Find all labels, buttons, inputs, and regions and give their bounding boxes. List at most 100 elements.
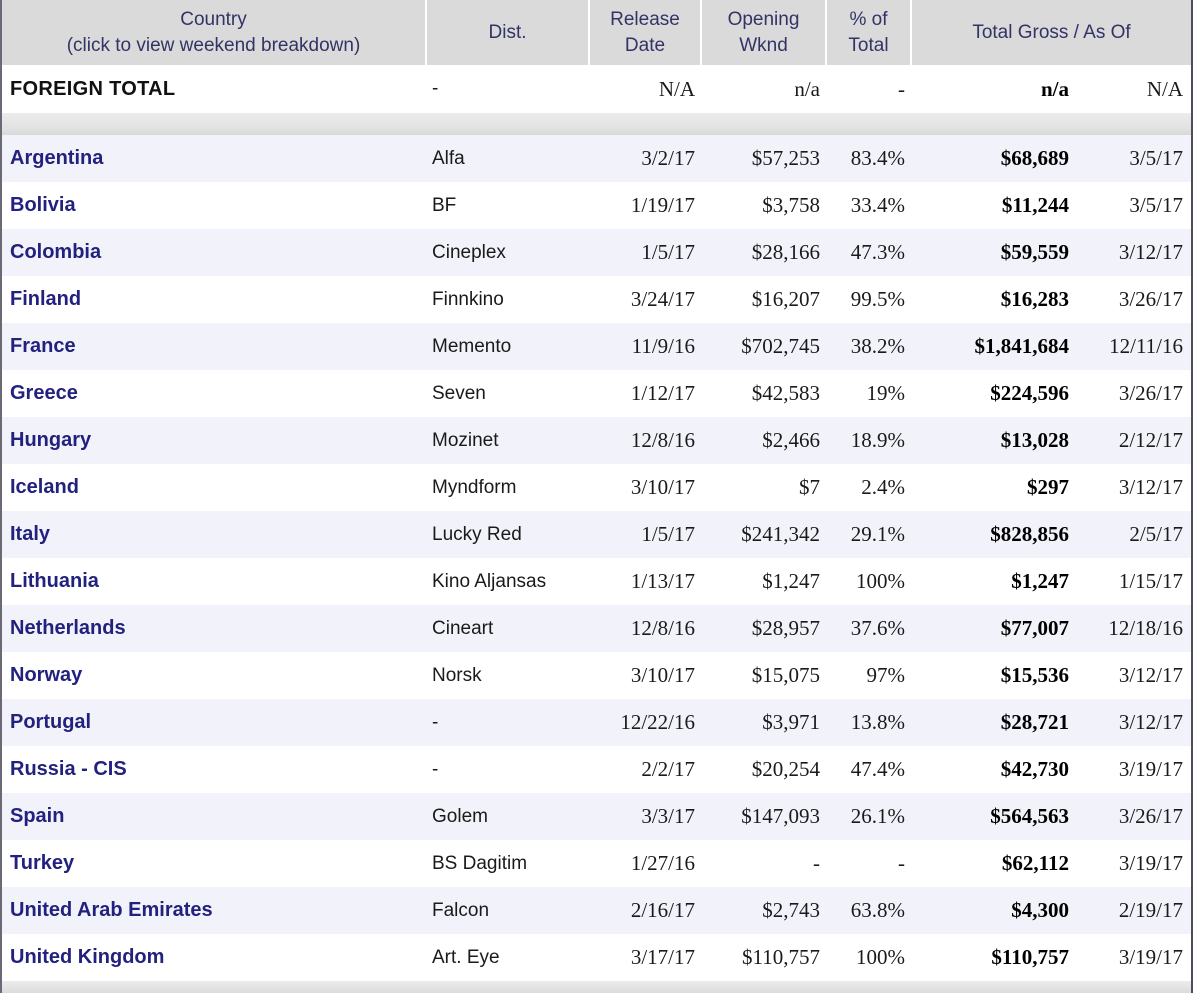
foreign-total-row: FOREIGN TOTAL - N/A n/a - n/a N/A [1,65,1193,114]
total-gross-cell: $224,596 [911,370,1079,418]
country-link[interactable]: Colombia [1,229,426,277]
opening-wknd-cell: $2,466 [701,417,826,465]
distributor-cell: Finnkino [426,276,589,324]
total-gross-cell: $4,300 [911,887,1079,935]
pct-of-total-cell: 18.9% [826,417,911,465]
column-header-total-gross-as-of: Total Gross / As Of [909,0,1193,66]
release-date-cell: 11/9/16 [589,323,701,371]
country-link[interactable]: Argentina [1,135,426,183]
column-header-dist: Dist. [425,0,589,66]
pct-of-total-cell: 37.6% [826,605,911,653]
release-date-cell: 3/17/17 [589,934,701,982]
pct-of-total-cell: 97% [826,652,911,700]
table-row: Portugal - 12/22/16 $3,971 13.8% $28,721… [1,699,1193,747]
total-gross-cell: $13,028 [911,417,1079,465]
as-of-date-cell: 3/19/17 [1079,840,1193,888]
country-link[interactable]: Finland [1,276,426,324]
spacer-band [1,113,1193,136]
total-gross-cell: $68,689 [911,135,1079,183]
foreign-total-dist: - [426,65,589,114]
release-date-cell: 2/16/17 [589,887,701,935]
country-rows: Argentina Alfa 3/2/17 $57,253 83.4% $68,… [1,135,1193,982]
country-link[interactable]: Greece [1,370,426,418]
opening-wknd-cell: $3,971 [701,699,826,747]
total-gross-cell: $297 [911,464,1079,512]
release-date-cell: 1/19/17 [589,182,701,230]
foreign-total-release-date: N/A [589,65,701,114]
foreign-total-pct: - [826,65,911,114]
opening-wknd-cell: $28,957 [701,605,826,653]
opening-wknd-cell: $3,758 [701,182,826,230]
as-of-date-cell: 2/12/17 [1079,417,1193,465]
country-link[interactable]: Turkey [1,840,426,888]
as-of-date-cell: 3/19/17 [1079,934,1193,982]
total-gross-cell: $11,244 [911,182,1079,230]
pct-header-line2: Total [848,34,889,56]
country-link[interactable]: Hungary [1,417,426,465]
country-link[interactable]: Iceland [1,464,426,512]
release-date-cell: 3/2/17 [589,135,701,183]
table-row: Spain Golem 3/3/17 $147,093 26.1% $564,5… [1,793,1193,841]
country-link[interactable]: Portugal [1,699,426,747]
release-date-cell: 3/10/17 [589,464,701,512]
table-row: Norway Norsk 3/10/17 $15,075 97% $15,536… [1,652,1193,700]
country-link[interactable]: Italy [1,511,426,559]
country-link[interactable]: France [1,323,426,371]
table-row: Bolivia BF 1/19/17 $3,758 33.4% $11,244 … [1,182,1193,230]
as-of-date-cell: 3/5/17 [1079,182,1193,230]
opening-wknd-cell: $42,583 [701,370,826,418]
as-of-date-cell: 3/5/17 [1079,135,1193,183]
opening-wknd-cell: $2,743 [701,887,826,935]
pct-of-total-cell: 100% [826,558,911,606]
foreign-total-as-of: N/A [1079,65,1193,114]
foreign-total-section: FOREIGN TOTAL - N/A n/a - n/a N/A [1,65,1193,136]
as-of-date-cell: 3/12/17 [1079,699,1193,747]
distributor-cell: Seven [426,370,589,418]
as-of-date-cell: 12/11/16 [1079,323,1193,371]
opening-wknd-cell: $7 [701,464,826,512]
country-header-title: Country [180,9,247,30]
country-link[interactable]: Lithuania [1,558,426,606]
opening-wknd-cell: $241,342 [701,511,826,559]
release-date-cell: 1/13/17 [589,558,701,606]
distributor-cell: BF [426,182,589,230]
distributor-cell: BS Dagitim [426,840,589,888]
table-row: United Kingdom Art. Eye 3/17/17 $110,757… [1,934,1193,982]
country-link[interactable]: Norway [1,652,426,700]
total-gross-cell: $828,856 [911,511,1079,559]
as-of-date-cell: 3/19/17 [1079,746,1193,794]
opening-wknd-cell: - [701,840,826,888]
pct-of-total-cell: 47.3% [826,229,911,277]
pct-of-total-cell: 33.4% [826,182,911,230]
country-link[interactable]: Russia - CIS [1,746,426,794]
table-row: Iceland Myndform 3/10/17 $7 2.4% $297 3/… [1,464,1193,512]
dist-header-label: Dist. [488,21,527,43]
release-header-line2: Date [624,34,666,56]
as-of-date-cell: 2/5/17 [1079,511,1193,559]
as-of-date-cell: 2/19/17 [1079,887,1193,935]
total-gross-cell: $16,283 [911,276,1079,324]
country-link[interactable]: Netherlands [1,605,426,653]
country-link[interactable]: Spain [1,793,426,841]
pct-of-total-cell: 63.8% [826,887,911,935]
opening-wknd-cell: $702,745 [701,323,826,371]
pct-header-line1: % of [849,9,888,30]
distributor-cell: Falcon [426,887,589,935]
country-header-hint: (click to view weekend breakdown) [66,34,361,56]
table-row: Argentina Alfa 3/2/17 $57,253 83.4% $68,… [1,135,1193,183]
country-link[interactable]: United Kingdom [1,934,426,982]
release-date-cell: 2/2/17 [589,746,701,794]
opening-wknd-cell: $57,253 [701,135,826,183]
table-row: United Arab Emirates Falcon 2/16/17 $2,7… [1,887,1193,935]
distributor-cell: Cineart [426,605,589,653]
pct-of-total-cell: 2.4% [826,464,911,512]
table-row: France Memento 11/9/16 $702,745 38.2% $1… [1,323,1193,371]
column-header-country: Country (click to view weekend breakdown… [1,0,426,66]
pct-of-total-cell: 29.1% [826,511,911,559]
country-link[interactable]: United Arab Emirates [1,887,426,935]
opening-wknd-cell: $16,207 [701,276,826,324]
release-date-cell: 3/24/17 [589,276,701,324]
release-date-cell: 12/8/16 [589,605,701,653]
distributor-cell: Lucky Red [426,511,589,559]
country-link[interactable]: Bolivia [1,182,426,230]
